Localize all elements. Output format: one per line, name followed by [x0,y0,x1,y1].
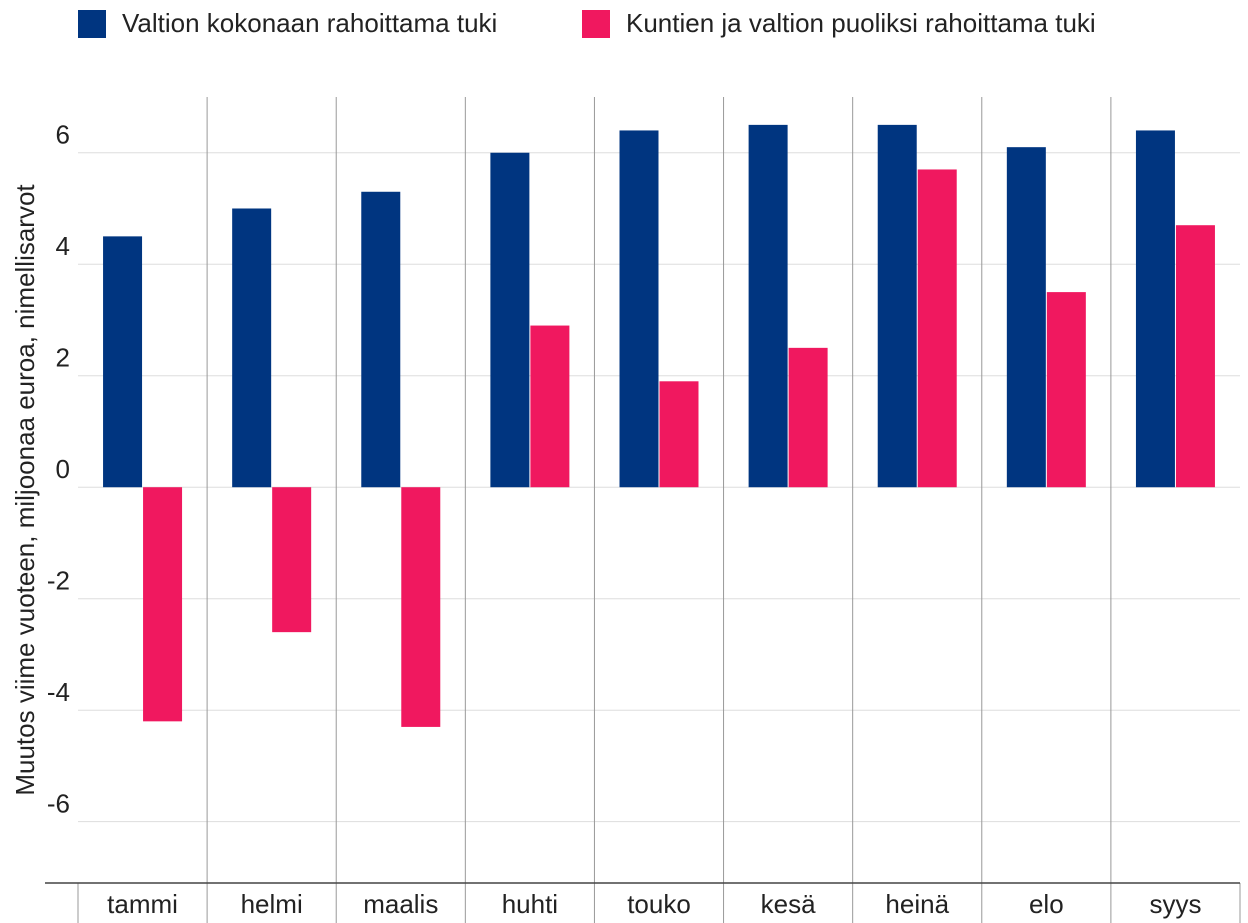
bar [361,191,401,488]
bar [1175,225,1215,488]
legend-label: Valtion kokonaan rahoittama tuki [122,8,497,38]
bar [401,487,441,727]
x-tick-label: elo [1029,889,1064,919]
x-tick-label: syys [1149,889,1201,919]
y-tick-label: -6 [47,789,70,819]
y-tick-label: 4 [56,231,70,261]
y-tick-label: -4 [47,677,70,707]
bar [490,152,530,488]
bar [788,347,828,488]
bar [748,124,788,488]
y-tick-label: 6 [56,120,70,150]
bar [1135,130,1175,488]
x-tick-label: touko [627,889,691,919]
x-tick-label: helmi [241,889,303,919]
bar [659,381,699,488]
x-tick-label: heinä [885,889,949,919]
bar [1006,147,1046,488]
bar [1046,292,1086,488]
x-tick-label: kesä [761,889,816,919]
bar [917,169,957,488]
bar [103,236,143,488]
y-tick-label: 2 [56,343,70,373]
bar [530,325,570,488]
bar [877,124,917,488]
y-tick-label: -2 [47,566,70,596]
y-tick-label: 0 [56,454,70,484]
x-tick-label: huhti [502,889,558,919]
x-tick-label: tammi [107,889,178,919]
x-tick-label: maalis [363,889,438,919]
bar [143,487,183,722]
bar [232,208,272,488]
legend-label: Kuntien ja valtion puoliksi rahoittama t… [626,8,1096,38]
y-axis-label: Muutos viime vuoteen, miljoonaa euroa, n… [10,184,40,796]
bar [619,130,659,488]
bar [272,487,312,633]
legend-swatch [78,10,106,38]
legend-swatch [582,10,610,38]
